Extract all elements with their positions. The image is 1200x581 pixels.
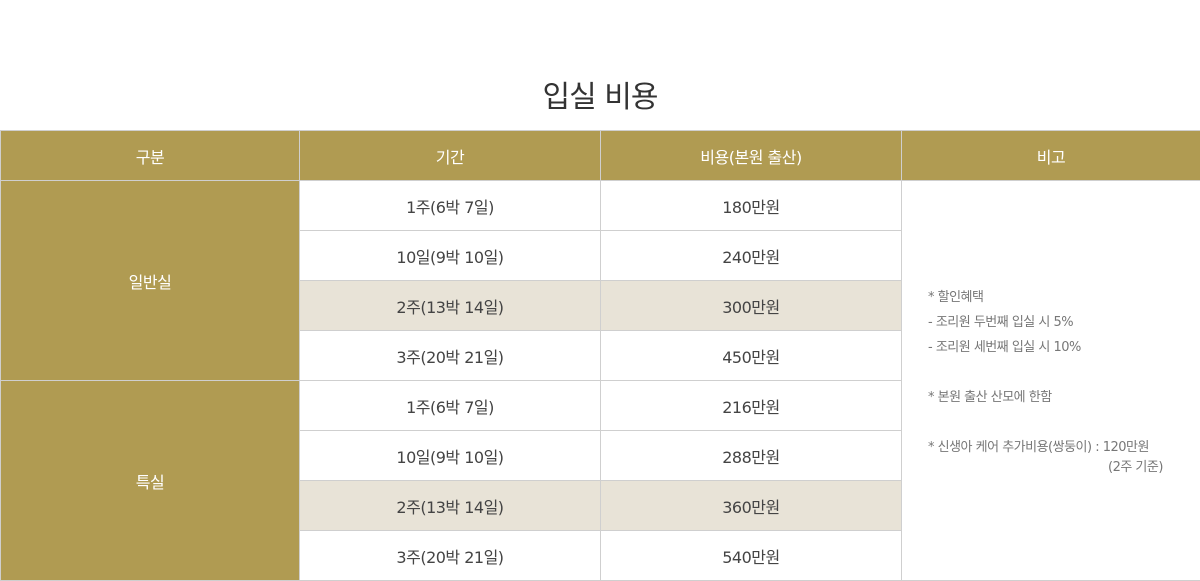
table-row: 2주(13박 14일) 360만원 xyxy=(1,480,1200,531)
table-row: 2주(13박 14일) 300만원 xyxy=(1,280,1200,331)
price-cell: 300만원 xyxy=(600,280,902,331)
note-limit: * 본원 출산 산모에 한함 xyxy=(928,390,1052,405)
price-cell: 450만원 xyxy=(600,330,902,381)
table-row: 특실 1주(6박 7일) 216만원 xyxy=(0,380,1200,581)
price-cell: 288만원 xyxy=(600,430,902,481)
header-period: 기간 xyxy=(299,130,601,181)
note-discount-2: - 조리원 세번째 입실 시 10% xyxy=(928,340,1081,355)
header-notes: 비고 xyxy=(901,130,1200,181)
price-cell: 540만원 xyxy=(600,530,902,581)
note-twins-basis: (2주 기준) xyxy=(1108,460,1163,475)
table-row: 3주(20박 21일) 450만원 xyxy=(1,330,1200,381)
price-table: 구분 기간 비용(본원 출산) 비고 일반실 1주(6박 7일) 180만원 * 할… xyxy=(0,130,1200,581)
period-cell: 10일(9박 10일) xyxy=(299,230,601,281)
room-type-cell: 일반실 xyxy=(0,180,300,381)
table-row: 10일(9박 10일) 240만원 xyxy=(1,230,1200,281)
note-discount-title: * 할인혜택 xyxy=(928,290,984,305)
notes-cell: * 할인혜택 - 조리원 두번째 입실 시 5% - 조리원 세번째 입실 시 … xyxy=(901,180,1200,581)
period-cell: 1주(6박 7일) xyxy=(299,180,601,231)
period-cell: 3주(20박 21일) xyxy=(299,530,601,581)
note-twins: * 신생아 케어 추가비용(쌍둥이) : 120만원 xyxy=(928,440,1149,455)
table-header-row: 구분 기간 비용(본원 출산) 비고 xyxy=(0,130,1200,181)
period-cell: 2주(13박 14일) xyxy=(299,280,601,331)
price-cell: 216만원 xyxy=(600,380,902,431)
period-cell: 3주(20박 21일) xyxy=(299,330,601,381)
table-row: 10일(9박 10일) 288만원 xyxy=(1,430,1200,481)
header-category: 구분 xyxy=(0,130,300,181)
header-price: 비용(본원 출산) xyxy=(600,130,902,181)
price-cell: 240만원 xyxy=(600,230,902,281)
period-cell: 1주(6박 7일) xyxy=(299,380,601,431)
page-title: 입실 비용 xyxy=(542,80,659,115)
price-cell: 360만원 xyxy=(600,480,902,531)
period-cell: 10일(9박 10일) xyxy=(299,430,601,481)
table-row: 일반실 1주(6박 7일) 180만원 * 할인혜택 - 조리원 두번째 입실 시 … xyxy=(0,180,1200,581)
room-type-cell: 특실 xyxy=(0,380,300,581)
price-cell: 180만원 xyxy=(600,180,902,231)
note-discount-1: - 조리원 두번째 입실 시 5% xyxy=(928,315,1074,330)
period-cell: 2주(13박 14일) xyxy=(299,480,601,531)
table-row: 3주(20박 21일) 540만원 xyxy=(1,530,1200,581)
